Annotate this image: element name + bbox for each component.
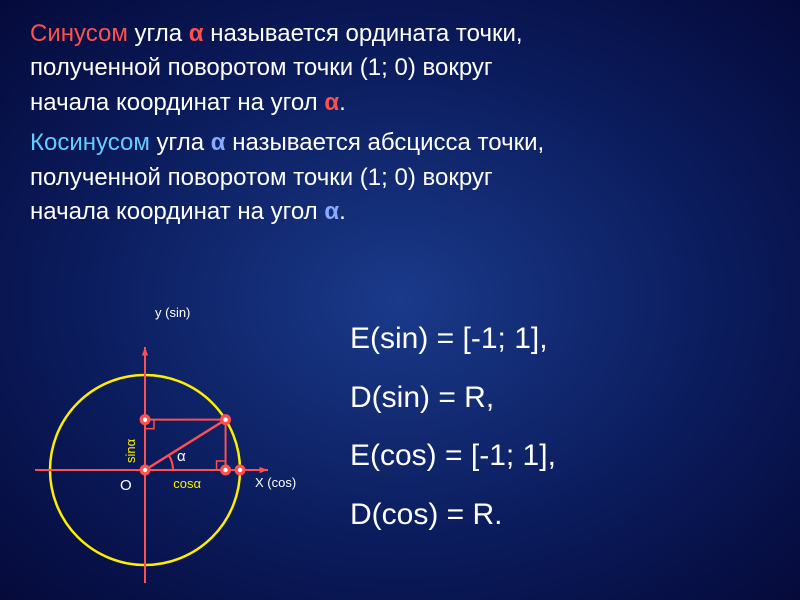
def-text: называется абсцисса точки, [226,129,545,156]
def-text: полученной поворотом точки (1; 0) вокруг [30,162,770,194]
unit-circle-svg [30,295,310,585]
d-cos-equation: D(cos) = R. [350,486,770,545]
alpha-symbol: α [324,89,339,116]
y-axis-label: y (sin) [155,305,190,320]
sine-definition: Синусом угла α называется ордината точки… [0,0,800,119]
cosine-term: Косинусом [30,129,150,156]
def-text: . [339,198,346,225]
alpha-symbol: α [189,20,204,47]
e-sin-equation: E(sin) = [-1; 1], [350,310,770,369]
def-text: угла [150,129,211,156]
origin-label: O [120,477,132,494]
x-axis-label: X (cos) [255,475,296,490]
def-text: угла [128,20,189,47]
sin-label: sinα [123,439,138,463]
cos-label: cosα [173,476,201,491]
def-text: полученной поворотом точки (1; 0) вокруг [30,52,770,84]
def-text: называется ордината точки, [204,20,523,47]
def-text: начала координат на угол [30,198,324,225]
sine-term: Синусом [30,20,128,47]
alpha-symbol: α [324,198,339,225]
def-text: . [339,89,346,116]
cosine-definition: Косинусом угла α называется абсцисса точ… [0,121,800,228]
angle-label: α [177,448,186,465]
def-text: начала координат на угол [30,89,324,116]
unit-circle-diagram: y (sin) X (cos) O sinα cosα α [30,295,310,585]
range-domain-equations: E(sin) = [-1; 1], D(sin) = R, E(cos) = [… [310,295,770,585]
alpha-symbol: α [211,129,226,156]
d-sin-equation: D(sin) = R, [350,369,770,428]
e-cos-equation: E(cos) = [-1; 1], [350,427,770,486]
